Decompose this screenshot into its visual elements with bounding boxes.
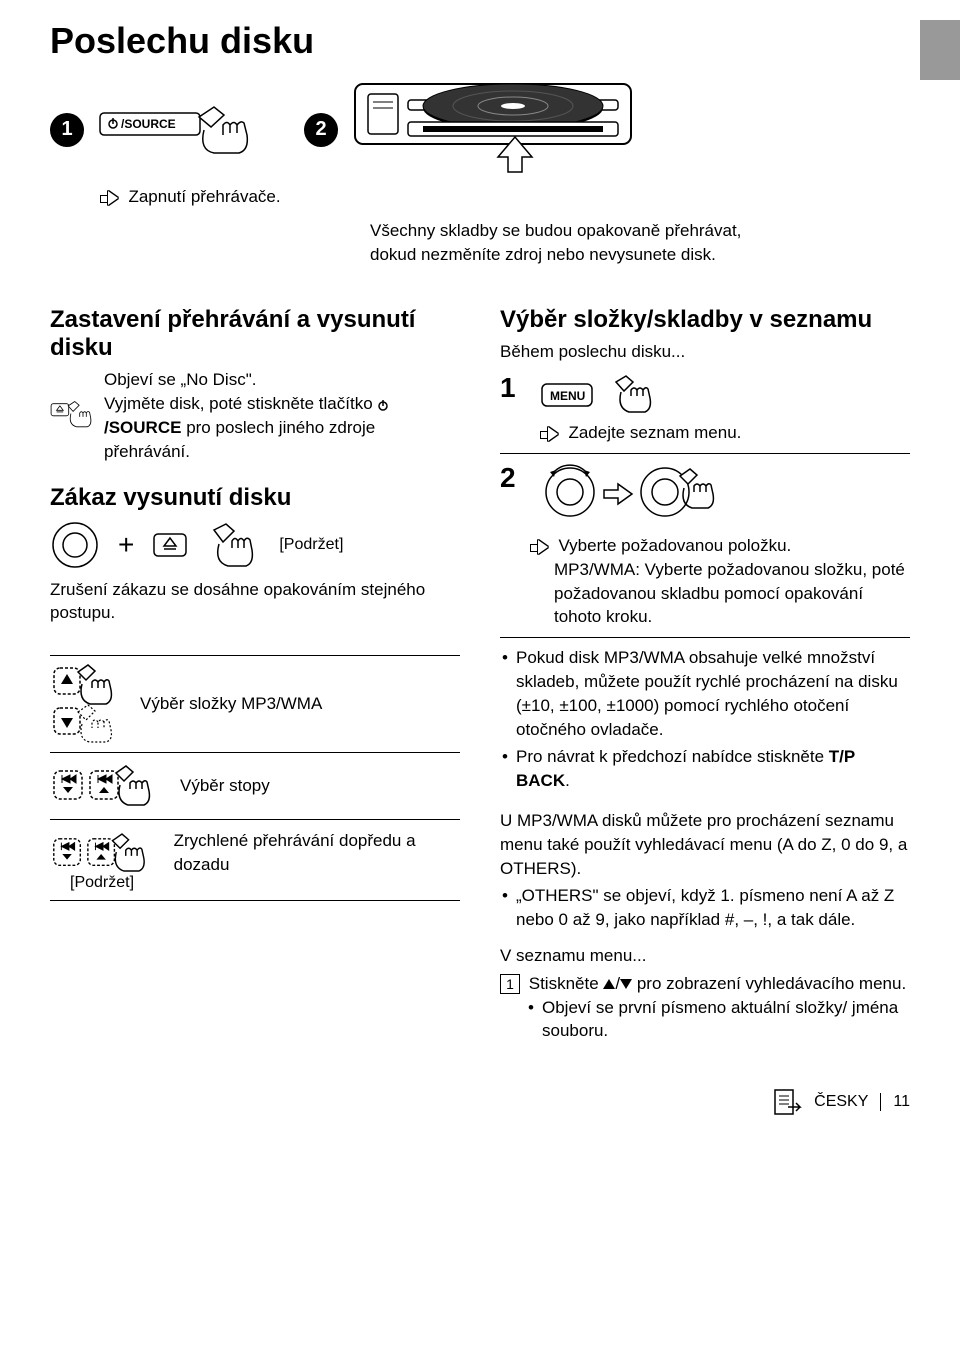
footer-lang: ČESKY: [814, 1093, 868, 1111]
enter-menu-text: Zadejte seznam menu.: [568, 423, 741, 442]
arrow-icon: [530, 542, 548, 552]
page-footer: ČESKY 11: [50, 1087, 910, 1117]
heading-select-list: Výběr složky/skladby v seznamu: [500, 306, 910, 334]
up-icon: [603, 979, 615, 989]
heading-lock-eject: Zákaz vysunutí disku: [50, 484, 460, 512]
folder-select-label: Výběr složky MP3/WMA: [140, 692, 322, 716]
no-disc-text: Objeví se „No Disc".: [104, 368, 460, 392]
tips-list: Pokud disk MP3/WMA obsahuje velké množst…: [500, 646, 910, 793]
others-note: „OTHERS" se objeví, když 1. písmeno není…: [500, 884, 910, 932]
down-icon: [620, 979, 632, 989]
skip-hold-icon: [50, 828, 164, 878]
steps-row: 1 /SOURCE 2: [50, 82, 910, 177]
menu-step1-sub: Objeví se první písmeno aktuální složky/…: [526, 996, 910, 1044]
step-1-badge: 1: [50, 113, 84, 147]
mp3-select-note: MP3/WMA: Vyberte požadovanou složku, pot…: [554, 558, 910, 629]
page-title: Poslechu disku: [50, 20, 910, 62]
step1-caption-row: Zapnutí přehrávače.: [100, 185, 910, 209]
in-menu-label: V seznamu menu...: [500, 944, 910, 968]
first-letter-note: Objeví se první písmeno aktuální složky/…: [526, 996, 910, 1044]
footer-page: 11: [893, 1093, 910, 1111]
menu-step1-b: pro zobrazení vyhledávacího menu.: [632, 974, 906, 993]
knob-turn-press-icon: [540, 462, 740, 522]
tip-back: Pro návrat k předchozí nabídce stiskněte…: [500, 745, 910, 793]
eject-bold: /SOURCE: [104, 418, 181, 437]
boxed-1: 1: [500, 974, 520, 994]
step-2-badge: 2: [304, 113, 338, 147]
disc-insert-icon: [353, 82, 633, 177]
eject-press-icon: [50, 388, 94, 443]
source-button-press-icon: /SOURCE: [99, 105, 259, 155]
arrow-icon: [540, 429, 558, 439]
knob-icon: [50, 520, 100, 570]
arrow-icon: [100, 193, 118, 203]
hold-label-1: [Podržet]: [279, 536, 343, 554]
eject-instruction: Vyjměte disk, poté stiskněte tlačítko /S…: [104, 392, 460, 463]
list-step-2: 2: [500, 462, 530, 494]
tip-back-pre: Pro návrat k předchozí nabídce stiskněte: [516, 747, 829, 766]
tip-back-post: .: [565, 771, 570, 790]
footer-divider: [880, 1093, 881, 1111]
hand-press-icon: [610, 372, 660, 417]
tip-fast-browse: Pokud disk MP3/WMA obsahuje velké množst…: [500, 646, 910, 741]
search-menu-p1: U MP3/WMA disků můžete pro procházení se…: [500, 809, 910, 880]
up-down-buttons-icon: [50, 664, 120, 744]
power-icon: [377, 399, 389, 411]
ffrew-label: Zrychlené přehrávání dopředu a dozadu: [174, 829, 460, 877]
plus-icon: +: [118, 529, 134, 561]
skip-buttons-icon: [50, 761, 170, 811]
repeat-note: Všechny skladby se budou opakovaně přehr…: [370, 219, 790, 267]
page-tab: [920, 20, 960, 80]
select-item-text: Vyberte požadovanou položku.: [558, 536, 791, 555]
during-playback: Během poslechu disku...: [500, 340, 910, 364]
heading-stop-eject: Zastavení přehrávání a vysunutí disku: [50, 306, 460, 362]
continue-icon: [772, 1087, 802, 1117]
search-notes: „OTHERS" se objeví, když 1. písmeno není…: [500, 884, 910, 932]
list-step-1: 1: [500, 372, 530, 404]
right-column: Výběr složky/skladby v seznamu Během pos…: [500, 286, 910, 1047]
track-select-label: Výběr stopy: [180, 774, 270, 798]
menu-step-1: 1 Stiskněte / pro zobrazení vyhledávacíh…: [500, 972, 910, 996]
eject-button-icon: [152, 530, 188, 560]
lock-cancel-note: Zrušení zákazu se dosáhne opakováním ste…: [50, 578, 460, 626]
step1-caption: Zapnutí přehrávače.: [128, 187, 280, 206]
left-column: Zastavení přehrávání a vysunutí disku Ob…: [50, 286, 460, 1047]
eject-pre: Vyjměte disk, poté stiskněte tlačítko: [104, 394, 377, 413]
menu-button-icon: MENU: [540, 380, 600, 410]
hand-hold-icon: [206, 520, 261, 570]
menu-step1-a: Stiskněte: [529, 974, 604, 993]
svg-text:/SOURCE: /SOURCE: [121, 117, 176, 131]
svg-text:MENU: MENU: [550, 389, 585, 403]
